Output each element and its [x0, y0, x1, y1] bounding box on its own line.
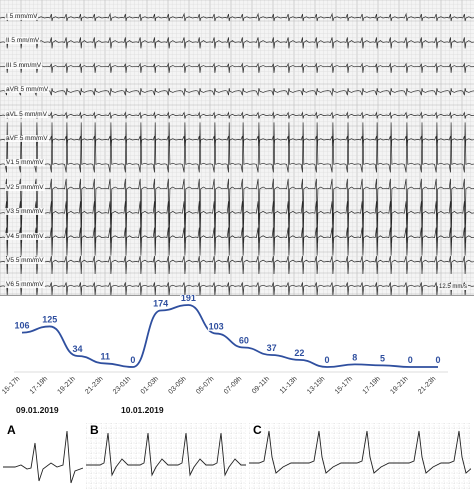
date-label-day2: 10.01.2019: [121, 405, 164, 415]
x-tick-label: 17-19h: [29, 375, 49, 395]
rhythm-panels: A B C: [0, 420, 474, 492]
date-label-day1: 09.01.2019: [16, 405, 59, 415]
lead-label-avl: aVL 5 mm/mV: [5, 110, 48, 118]
x-tick-label: 19-21h: [389, 375, 409, 395]
ecg-trace-v3: [0, 201, 474, 244]
panel-b-letter: B: [88, 423, 101, 437]
data-label: 125: [42, 314, 57, 324]
lead-label-v4: V4 5 mm/mV: [5, 232, 45, 240]
data-label: 22: [294, 348, 304, 358]
data-label: 8: [352, 352, 357, 362]
data-label: 103: [209, 322, 224, 332]
x-tick-label: 15-17h: [1, 375, 21, 395]
panel-a: A: [3, 423, 83, 490]
ecg-trace-i: [0, 12, 474, 22]
panel-c-trace: [249, 423, 471, 490]
ecg-traces: [0, 0, 474, 295]
ecg-strip: I 5 mm/mV II 5 mm/mV III 5 mm/mV aVR 5 mm/m…: [0, 0, 474, 296]
lead-label-avr: aVR 5 mm/mV: [5, 86, 50, 94]
x-tick-label: 03-05h: [167, 375, 187, 395]
x-tick-label: 01-03h: [140, 375, 160, 395]
ecg-trace-v6: [0, 282, 474, 295]
panel-c-ecg-path: [249, 430, 471, 474]
trend-line: [21, 304, 438, 368]
x-tick-label: 15-17h: [334, 375, 354, 395]
panel-b-trace: [86, 423, 246, 490]
x-tick-label: 11-13h: [279, 375, 299, 395]
data-label: 0: [408, 355, 413, 365]
panel-b-ecg-path: [86, 432, 246, 477]
lead-label-avf: aVF 5 mm/mV: [5, 135, 49, 142]
data-label: 106: [14, 321, 29, 331]
trend-chart: 106 15-17h 125 17-19h 34 19-21h 11 21-23h 0 23-01…: [0, 295, 474, 420]
panel-c: C: [249, 423, 471, 490]
x-tick-label: 21-23h: [417, 375, 437, 395]
ecg-trace-v4: [0, 227, 474, 256]
lead-label-v5: V5 5 mm/mV: [5, 257, 45, 264]
ecg-trace-avr: [0, 88, 474, 97]
data-label: 60: [239, 336, 249, 346]
ecg-grid: [0, 0, 474, 295]
x-tick-label: 13-15h: [306, 375, 326, 395]
x-tick-label: 17-19h: [362, 375, 382, 395]
ecg-trace-avf: [0, 135, 474, 147]
panel-grid: [249, 423, 471, 490]
x-tick-label: 19-21h: [57, 375, 77, 395]
lead-label-v1: V1 5 mm/mV: [5, 159, 45, 167]
data-label: 174: [153, 299, 168, 309]
x-tick-label: 05-07h: [195, 375, 215, 395]
data-label: 0: [130, 355, 135, 365]
panel-a-trace: [3, 430, 83, 484]
trend-plot: 106 15-17h 125 17-19h 34 19-21h 11 21-23h 0 23-01…: [1, 295, 448, 396]
lead-label-i: I 5 mm/mV: [5, 13, 39, 20]
ecg-trace-iii: [0, 62, 474, 73]
paper-speed-label: 12.5 mm/s: [437, 284, 468, 290]
panel-grid: [86, 423, 246, 490]
ecg-trace-v5: [0, 255, 474, 275]
x-tick-label: 09-11h: [251, 375, 271, 395]
data-label: 5: [380, 353, 385, 363]
x-tick-label: 21-23h: [84, 375, 104, 395]
data-label: 191: [181, 295, 196, 303]
lead-label-v6: V6 5 mm/mV: [5, 281, 45, 289]
lead-label-v2: V2 5 mm/mV: [5, 183, 45, 191]
ecg-trace-avl: [0, 111, 474, 119]
ecg-trace-ii: [0, 37, 474, 49]
data-label: 11: [100, 351, 110, 361]
lead-label-ii: II 5 mm/mV: [5, 37, 41, 45]
data-label: 34: [72, 344, 82, 354]
panel-a-letter: A: [5, 423, 18, 437]
lead-label-v3: V3 5 mm/mV: [5, 208, 45, 216]
panel-b: B: [86, 423, 246, 490]
data-label: 0: [435, 355, 440, 365]
x-tick-label: 07-09h: [223, 375, 243, 395]
ecg-trace-v1: [0, 122, 474, 173]
x-tick-label: 23-01h: [112, 375, 132, 395]
lead-label-iii: III 5 mm/mV: [5, 61, 43, 69]
panel-a-ecg-path: [3, 430, 83, 484]
data-label: 0: [325, 355, 330, 365]
data-label: 37: [267, 343, 277, 353]
panel-c-letter: C: [251, 423, 264, 437]
